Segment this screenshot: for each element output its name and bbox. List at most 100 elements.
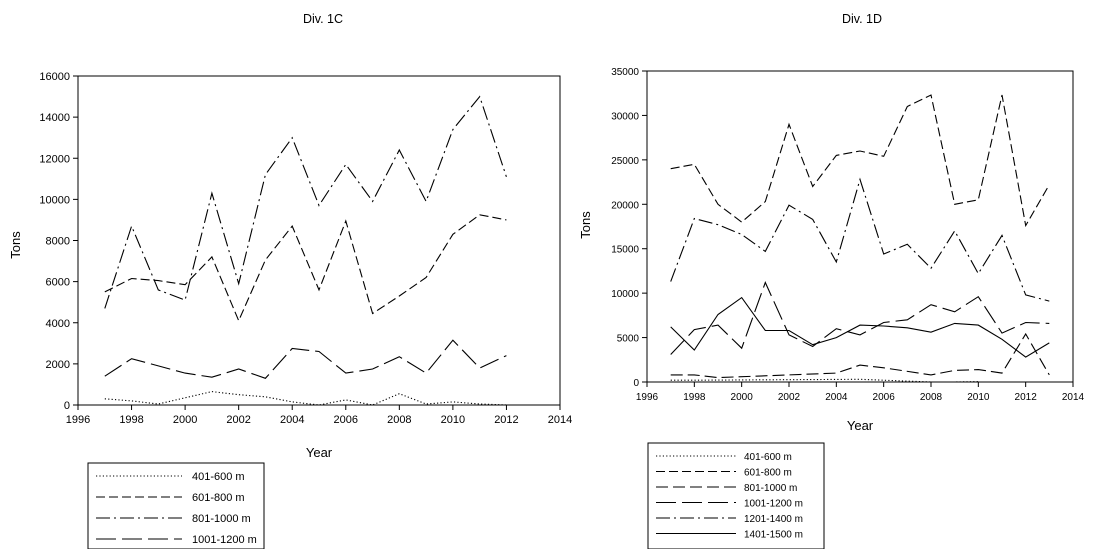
y-tick-label: 15000 xyxy=(611,245,639,256)
data-point xyxy=(184,299,186,301)
y-tick-label: 4000 xyxy=(46,318,70,330)
data-point xyxy=(345,399,347,401)
x-tick-label: 2002 xyxy=(226,414,250,426)
legend-entry: 601-800 m xyxy=(96,492,245,504)
y-axis-label: Tons xyxy=(578,211,593,239)
data-point xyxy=(717,377,719,379)
series-line xyxy=(104,391,507,406)
data-point xyxy=(265,396,267,398)
chart-title: Div. 1C xyxy=(303,12,343,26)
y-tick-label: 5000 xyxy=(617,334,640,345)
data-point xyxy=(694,164,696,166)
legend-box xyxy=(87,462,265,549)
legend-entry: 401-600 m xyxy=(96,471,245,483)
y-tick-label: 35000 xyxy=(611,67,639,78)
data-point xyxy=(836,372,838,374)
series-line xyxy=(670,281,1050,355)
x-tick-label: 2010 xyxy=(967,392,990,403)
series-line xyxy=(104,339,507,379)
y-axis-label: Tons xyxy=(8,231,23,259)
y-tick-label: 16000 xyxy=(39,71,70,83)
y-tick-label: 0 xyxy=(64,400,70,412)
series-line xyxy=(670,332,1050,379)
series-601-800-m xyxy=(670,94,1051,228)
legend-entry: 1001-1200 m xyxy=(96,534,257,546)
legend-entry: 1401-1500 m xyxy=(656,530,803,541)
y-tick-label: 14000 xyxy=(39,112,70,124)
legend-label: 801-1000 m xyxy=(192,513,251,525)
x-tick-label: 2006 xyxy=(334,414,358,426)
data-point xyxy=(345,164,347,166)
x-tick-label: 2012 xyxy=(1015,392,1038,403)
x-tick-label: 2006 xyxy=(873,392,896,403)
series-1201-1400-m xyxy=(670,177,1050,302)
x-tick-label: 2004 xyxy=(280,414,304,426)
y-tick-label: 20000 xyxy=(611,200,639,211)
legend-entry: 801-1000 m xyxy=(96,513,251,525)
x-tick-label: 1998 xyxy=(683,392,706,403)
series-line xyxy=(670,378,979,383)
data-point xyxy=(741,234,743,236)
series-1401-1500-m xyxy=(670,296,1050,358)
legend-entry: 601-800 m xyxy=(656,468,792,479)
x-tick-label: 2010 xyxy=(441,414,465,426)
y-tick-label: 30000 xyxy=(611,111,639,122)
y-tick-label: 10000 xyxy=(611,289,639,300)
legend: 401-600 m 601-800 m 801-1000 m 1001-1200 m 1… xyxy=(647,442,825,549)
y-tick-label: 25000 xyxy=(611,156,639,167)
y-tick-label: 6000 xyxy=(46,277,70,289)
x-tick-label: 2014 xyxy=(548,414,572,426)
data-point xyxy=(978,199,980,201)
data-point xyxy=(265,259,267,261)
x-tick-label: 2002 xyxy=(778,392,801,403)
legend-label: 601-800 m xyxy=(192,492,245,504)
series-801-1000-m xyxy=(670,332,1050,379)
x-axis-label: Year xyxy=(306,445,333,460)
x-tick-label: 2012 xyxy=(494,414,518,426)
legend-label: 1401-1500 m xyxy=(744,530,803,541)
data-point xyxy=(265,174,267,176)
series-line xyxy=(670,177,1050,302)
x-tick-label: 2008 xyxy=(387,414,411,426)
series-line xyxy=(104,214,507,323)
data-point xyxy=(978,273,980,275)
data-point xyxy=(425,372,427,374)
legend: 401-600 m 601-800 m 801-1000 m 1001-1200 m xyxy=(87,462,265,549)
legend-label: 401-600 m xyxy=(192,471,245,483)
legend-label: 601-800 m xyxy=(744,468,792,479)
y-tick-label: 0 xyxy=(633,378,639,389)
data-point xyxy=(452,401,454,403)
y-tick-label: 10000 xyxy=(39,194,70,206)
series-line xyxy=(670,94,1050,228)
x-tick-label: 1996 xyxy=(66,414,90,426)
legend-label: 1001-1200 m xyxy=(192,534,257,546)
legend-label: 1201-1400 m xyxy=(744,514,803,525)
legend-label: 801-1000 m xyxy=(744,483,797,494)
series-801-1000-m xyxy=(104,95,507,309)
x-tick-label: 2004 xyxy=(825,392,848,403)
legend-box xyxy=(647,442,825,549)
x-tick-label: 2014 xyxy=(1062,392,1085,403)
legend-entry: 801-1000 m xyxy=(656,483,797,494)
x-tick-label: 1996 xyxy=(636,392,659,403)
series-line xyxy=(104,95,507,309)
plot-frame xyxy=(646,70,1074,383)
series-401-600-m xyxy=(104,391,507,406)
plot-frame xyxy=(77,75,561,406)
legend-label: 401-600 m xyxy=(744,452,792,463)
series-line xyxy=(670,296,1050,358)
x-tick-label: 2000 xyxy=(173,414,197,426)
series-1001-1200-m xyxy=(104,339,507,379)
data-point xyxy=(954,370,956,372)
x-tick-label: 1998 xyxy=(119,414,143,426)
data-point xyxy=(1049,184,1051,186)
y-tick-label: 8000 xyxy=(46,236,70,248)
y-tick-label: 2000 xyxy=(46,359,70,371)
chart-2: Div. 1D 1996 1998 2000 2002 2004 2006 2008 2010 2… xyxy=(578,12,1085,549)
legend-entry: 1201-1400 m xyxy=(656,514,803,525)
legend-entry: 1001-1200 m xyxy=(656,499,803,510)
series-1001-1200-m xyxy=(670,281,1050,355)
series-601-800-m xyxy=(104,214,507,323)
x-tick-label: 2008 xyxy=(920,392,943,403)
